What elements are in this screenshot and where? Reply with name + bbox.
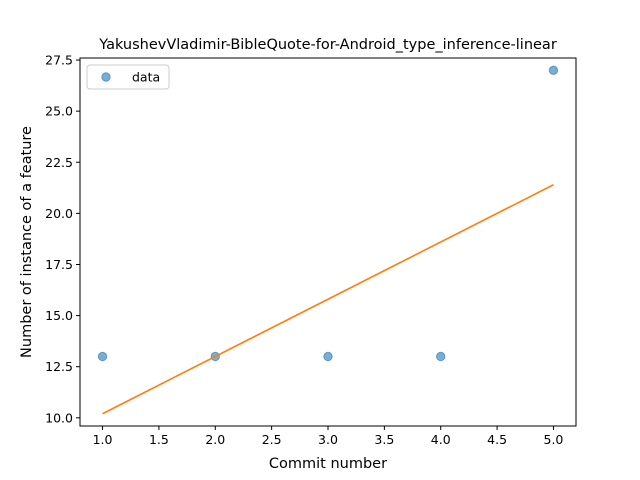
legend-marker — [101, 72, 111, 82]
y-tick-label: 20.0 — [45, 206, 73, 221]
x-tick-label: 5.0 — [544, 432, 564, 447]
y-tick-label: 22.5 — [45, 155, 73, 170]
chart-title: YakushevVladimir-BibleQuote-for-Android_… — [98, 37, 557, 53]
x-tick-label: 2.0 — [205, 432, 225, 447]
data-point — [436, 351, 446, 362]
fit-line — [102, 184, 554, 415]
x-tick-label: 1.5 — [149, 432, 169, 447]
y-tick-label: 12.5 — [45, 359, 73, 374]
y-tick-label: 27.5 — [45, 53, 73, 68]
y-tick-label: 25.0 — [45, 104, 73, 119]
x-axis-label: Commit number — [269, 456, 387, 472]
y-tick-label: 15.0 — [45, 308, 73, 323]
legend-label: data — [132, 70, 160, 85]
y-axis-label: Number of instance of a feature — [19, 126, 35, 358]
x-tick-label: 2.5 — [262, 432, 282, 447]
x-tick-label: 3.0 — [318, 432, 338, 447]
y-tick-label: 17.5 — [45, 257, 73, 272]
data-point — [323, 351, 333, 362]
x-tick-label: 4.5 — [487, 432, 507, 447]
data-point — [548, 65, 559, 75]
x-tick-label: 4.0 — [431, 432, 451, 447]
plot-area: 1.0 1.5 2.0 2.5 3.0 3.5 4.0 4.5 5.0 10.0 12.5 15.0 1… — [45, 53, 577, 447]
legend-box — [86, 64, 170, 90]
data-point — [97, 351, 108, 362]
x-tick-label: 3.5 — [374, 432, 394, 447]
y-tick-label: 10.0 — [45, 410, 73, 425]
x-tick-label: 1.0 — [93, 432, 113, 447]
